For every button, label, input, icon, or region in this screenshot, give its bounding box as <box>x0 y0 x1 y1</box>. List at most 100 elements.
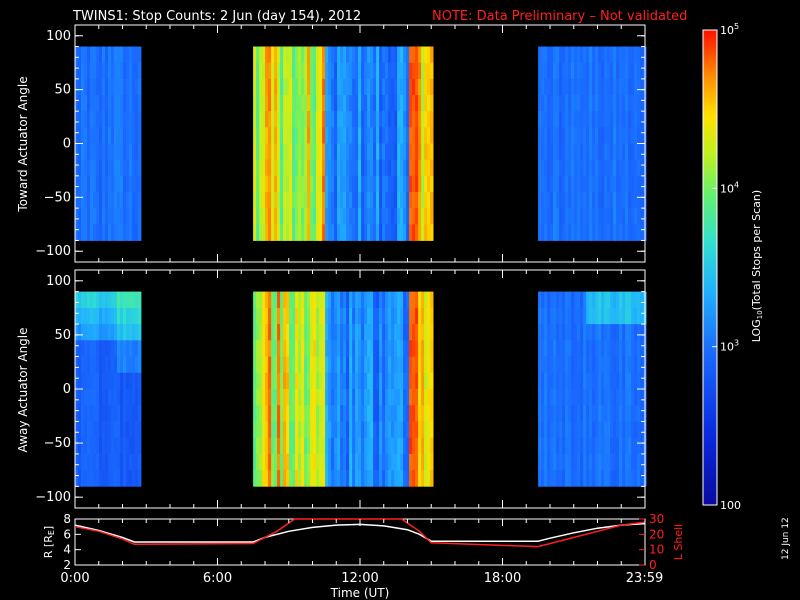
heatmap-cell <box>349 192 353 209</box>
heatmap-cell <box>84 405 88 422</box>
heatmap-cell <box>349 437 353 455</box>
heatmap-cell <box>592 356 596 374</box>
heatmap-cell <box>138 389 142 406</box>
heatmap-cell <box>562 111 566 128</box>
heatmap-cell <box>108 340 112 357</box>
heatmap-cell <box>574 324 578 341</box>
heatmap-cell <box>84 307 88 325</box>
heatmap-cell <box>304 453 308 471</box>
heatmap-cell <box>343 405 347 422</box>
heatmap-cell <box>388 389 392 406</box>
heatmap-cell <box>565 143 569 161</box>
heatmap-cell <box>340 192 344 209</box>
heatmap-cell <box>90 340 94 357</box>
heatmap-cell <box>589 159 593 177</box>
heatmap-cell <box>271 453 275 471</box>
heatmap-cell <box>595 95 599 112</box>
heatmap-cell <box>310 421 314 439</box>
heatmap-cell <box>120 372 124 390</box>
heatmap-cell <box>631 356 635 374</box>
heatmap-cell <box>547 62 551 80</box>
heatmap-cell <box>415 340 419 357</box>
heatmap-cell <box>370 307 374 325</box>
heatmap-cell <box>102 291 106 309</box>
heatmap-cell <box>331 372 335 390</box>
heatmap-cell <box>538 143 542 161</box>
heatmap-cell <box>322 127 326 144</box>
heatmap-cell <box>403 62 407 80</box>
heatmap-cell <box>319 127 323 144</box>
heatmap-cell <box>394 143 398 161</box>
heatmap-cell <box>289 62 293 80</box>
heatmap-cell <box>108 175 112 193</box>
heatmap-cell <box>595 356 599 374</box>
heatmap-cell <box>114 143 118 161</box>
heatmap-cell <box>132 453 136 471</box>
heatmap-cell <box>583 127 587 144</box>
heatmap-cell <box>304 470 308 487</box>
heatmap-cell <box>310 208 314 225</box>
heatmap-cell <box>129 62 133 80</box>
heatmap-cell <box>610 62 614 80</box>
heatmap-cell <box>580 356 584 374</box>
heatmap-cell <box>616 46 620 64</box>
heatmap-cell <box>331 62 335 80</box>
heatmap-cell <box>132 224 136 241</box>
heatmap-cell <box>628 78 632 96</box>
heatmap-cell <box>298 46 302 64</box>
heatmap-cell <box>90 78 94 96</box>
heatmap-cell <box>307 62 311 80</box>
heatmap-cell <box>346 208 350 225</box>
heatmap-cell <box>280 95 284 112</box>
heatmap-cell <box>337 291 341 309</box>
heatmap-cell <box>277 389 281 406</box>
heatmap-cell <box>400 111 404 128</box>
heatmap-cell <box>120 324 124 341</box>
heatmap-cell <box>289 307 293 325</box>
heatmap-cell <box>628 405 632 422</box>
heatmap-cell <box>292 208 296 225</box>
heatmap-cell <box>547 437 551 455</box>
heatmap-cell <box>367 340 371 357</box>
heatmap-cell <box>583 372 587 390</box>
heatmap-cell <box>385 62 389 80</box>
heatmap-cell <box>304 143 308 161</box>
heatmap-cell <box>84 340 88 357</box>
heatmap-cell <box>343 78 347 96</box>
heatmap-cell <box>102 324 106 341</box>
heatmap-cell <box>583 192 587 209</box>
heatmap-cell <box>84 421 88 439</box>
heatmap-cell <box>346 143 350 161</box>
heatmap-cell <box>90 95 94 112</box>
heatmap-cell <box>325 291 329 309</box>
heatmap-cell <box>117 192 121 209</box>
heatmap-cell <box>352 159 356 177</box>
heatmap-cell <box>370 405 374 422</box>
heatmap-cell <box>93 437 97 455</box>
heatmap-cell <box>625 405 629 422</box>
heatmap-cell <box>361 159 365 177</box>
heatmap-cell <box>114 127 118 144</box>
heatmap-cell <box>304 175 308 193</box>
heatmap-cell <box>325 111 329 128</box>
heatmap-cell <box>589 372 593 390</box>
heatmap-cell <box>114 307 118 325</box>
r-axis-label-text: R [R <box>42 535 55 558</box>
heatmap-cell <box>271 208 275 225</box>
heatmap-cell <box>280 307 284 325</box>
heatmap-cell <box>397 356 401 374</box>
heatmap-cell <box>280 46 284 64</box>
heatmap-cell <box>358 307 362 325</box>
heatmap-cell <box>340 470 344 487</box>
heatmap-cell <box>604 175 608 193</box>
heatmap-cell <box>346 111 350 128</box>
heatmap-cell <box>313 340 317 357</box>
heatmap-cell <box>538 159 542 177</box>
heatmap-cell <box>400 453 404 471</box>
heatmap-cell <box>400 208 404 225</box>
heatmap-cell <box>424 291 428 309</box>
heatmap-cell <box>391 340 395 357</box>
heatmap-cell <box>135 78 139 96</box>
heatmap-cell <box>105 143 109 161</box>
heatmap-cell <box>400 340 404 357</box>
